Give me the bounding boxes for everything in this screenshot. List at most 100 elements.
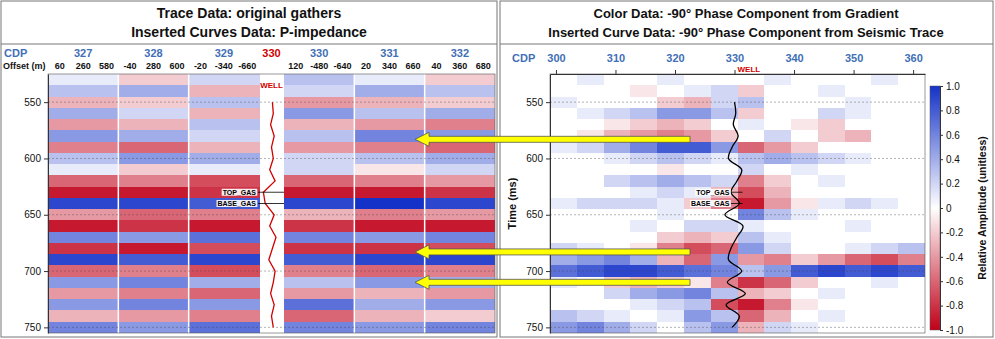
heat-cell (118, 277, 189, 289)
cdp-label: CDP (4, 47, 27, 59)
heat-cell (550, 175, 577, 187)
heat-cell (354, 254, 425, 266)
heat-cell (425, 265, 495, 277)
heat-cell (354, 74, 425, 86)
colorbar-title: Relative Amplitude (unitless) (976, 136, 988, 280)
heat-cell (818, 288, 845, 300)
x-tick-label: 310 (607, 52, 625, 64)
heat-cell (425, 288, 495, 300)
colorbar-tick-label: 0.8 (946, 105, 960, 116)
heat-cell (684, 209, 711, 221)
offset-value: -640 (334, 61, 352, 71)
offset-value: 280 (146, 61, 161, 71)
heat-cell (48, 142, 119, 154)
panel-frame (1, 1, 497, 337)
heat-cell (871, 97, 898, 109)
heat-cell (818, 85, 845, 97)
colorbar-axis: 1.00.80.60.40.20-0.2-0.4-0.6-0.8-1.0 (940, 81, 964, 336)
heat-cell (791, 153, 818, 165)
heat-cell (284, 97, 355, 109)
y-tick-mark (44, 271, 48, 272)
heat-cell (657, 164, 684, 176)
heat-cell (791, 243, 818, 255)
y-tick-label: 550 (24, 97, 41, 108)
heat-cell (630, 153, 657, 165)
y-tick-label: 600 (24, 153, 41, 164)
heat-cell (550, 198, 577, 210)
x-tick-label: 360 (904, 52, 922, 64)
offset-value: 680 (476, 61, 491, 71)
heat-cell (764, 142, 791, 154)
heat-cell (818, 198, 845, 210)
heat-cell (118, 74, 189, 86)
heat-cell (604, 119, 631, 131)
heat-cell (898, 108, 925, 120)
heat-cell (118, 265, 189, 277)
colorbar-tick-label: 0 (946, 203, 952, 214)
heat-cell (898, 232, 925, 244)
heat-cell (354, 243, 425, 255)
y-tick-mark (546, 327, 550, 328)
heat-cell (189, 97, 260, 109)
heat-cell (898, 175, 925, 187)
heat-cell (711, 97, 738, 109)
heat-cell (354, 130, 425, 142)
heat-cell (738, 310, 765, 322)
heat-cell (898, 153, 925, 165)
y-tick-mark (44, 215, 48, 216)
heat-cell (577, 198, 604, 210)
heat-cell (630, 119, 657, 131)
heat-cell (48, 153, 119, 165)
heat-cell (845, 119, 872, 131)
heat-cell (791, 299, 818, 311)
heat-cell (550, 85, 577, 97)
heat-cell (550, 310, 577, 322)
heat-cell (657, 153, 684, 165)
x-tick-mark (735, 70, 736, 74)
heat-cell (577, 265, 604, 277)
heat-cell (818, 299, 845, 311)
heat-cell (189, 243, 260, 255)
heat-cell (425, 232, 495, 244)
heat-cell (684, 164, 711, 176)
heat-cell (630, 232, 657, 244)
heat-cell (604, 254, 631, 266)
y-tick: 600 (526, 153, 550, 164)
heat-cell (871, 265, 898, 277)
heat-cell (118, 85, 189, 97)
heat-cell (604, 265, 631, 277)
heat-cell (738, 119, 765, 131)
heat-cell (284, 310, 355, 322)
heat-cell (657, 108, 684, 120)
heat-cell (738, 142, 765, 154)
heat-cell (738, 74, 765, 86)
heat-cell (711, 299, 738, 311)
heat-cell (845, 198, 872, 210)
heat-cell (845, 164, 872, 176)
heat-cell (711, 74, 738, 86)
heat-cell (48, 243, 119, 255)
heat-cell (871, 119, 898, 131)
heat-cell (684, 175, 711, 187)
offset-value: -40 (124, 61, 137, 71)
heat-cell (425, 198, 495, 210)
heat-cell (425, 220, 495, 232)
heat-cell (118, 108, 189, 120)
heat-cell (657, 288, 684, 300)
heat-cell (684, 220, 711, 232)
arrow (415, 245, 690, 259)
heat-cell (118, 254, 189, 266)
offset-value: 600 (169, 61, 184, 71)
heat-cell (48, 232, 119, 244)
heat-cell (577, 108, 604, 120)
heat-cell (284, 254, 355, 266)
heat-cell (818, 164, 845, 176)
heat-cell (425, 142, 495, 154)
y-tick: 650 (526, 209, 550, 220)
heat-cell (764, 277, 791, 289)
heat-cell (118, 97, 189, 109)
panel-frame (500, 1, 993, 337)
well-label: WELL (738, 65, 761, 74)
heat-cell (818, 277, 845, 289)
heat-cell (425, 119, 495, 131)
